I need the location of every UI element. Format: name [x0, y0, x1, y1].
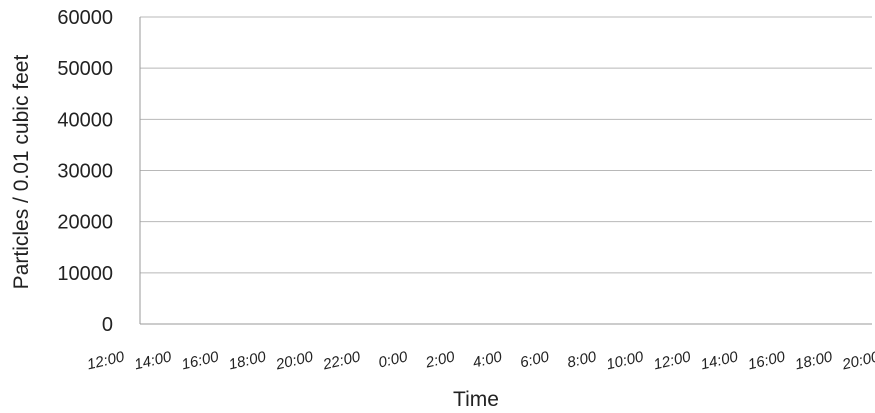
data-points — [132, 0, 872, 319]
y-axis-title: Particles / 0.01 cubic feet — [10, 55, 33, 290]
x-tick-label: 6:00 — [518, 348, 551, 371]
x-tick-label: 18:00 — [793, 348, 834, 373]
x-tick-label: 18:00 — [227, 348, 268, 373]
y-tick-label: 10000 — [57, 263, 113, 285]
x-tick-label: 12:00 — [85, 348, 126, 373]
x-tick-label: 0:00 — [377, 348, 410, 371]
x-tick-label: 16:00 — [180, 348, 221, 373]
x-tick-label: 4:00 — [471, 348, 504, 371]
x-tick-label: 20:00 — [273, 348, 315, 373]
x-tick-label: 2:00 — [423, 348, 457, 372]
y-tick-label: 20000 — [57, 212, 113, 234]
x-tick-label: 8:00 — [566, 348, 599, 371]
y-tick-label: 40000 — [57, 109, 113, 131]
x-tick-label: 10:00 — [605, 348, 646, 373]
y-tick-label: 30000 — [57, 161, 113, 183]
x-tick-label: 20:00 — [840, 348, 875, 373]
x-tick-labels: 12:00 14:00 16:00 18:00 20:00 22:00 0:00 2:00 4:… — [85, 348, 875, 373]
y-tick-label: 0 — [102, 314, 113, 336]
x-tick-label: 22:00 — [321, 348, 363, 373]
y-tick-labels: 0 10000 20000 30000 40000 50000 60000 — [57, 7, 113, 336]
gridlines — [139, 16, 872, 325]
x-tick-label: 14:00 — [133, 348, 174, 373]
x-axis-title: Time — [453, 388, 499, 411]
y-tick-label: 60000 — [57, 7, 113, 29]
x-tick-label: 16:00 — [746, 348, 787, 373]
x-tick-label: 14:00 — [699, 348, 740, 373]
x-tick-label: 12:00 — [652, 348, 693, 373]
y-tick-label: 50000 — [57, 58, 113, 80]
